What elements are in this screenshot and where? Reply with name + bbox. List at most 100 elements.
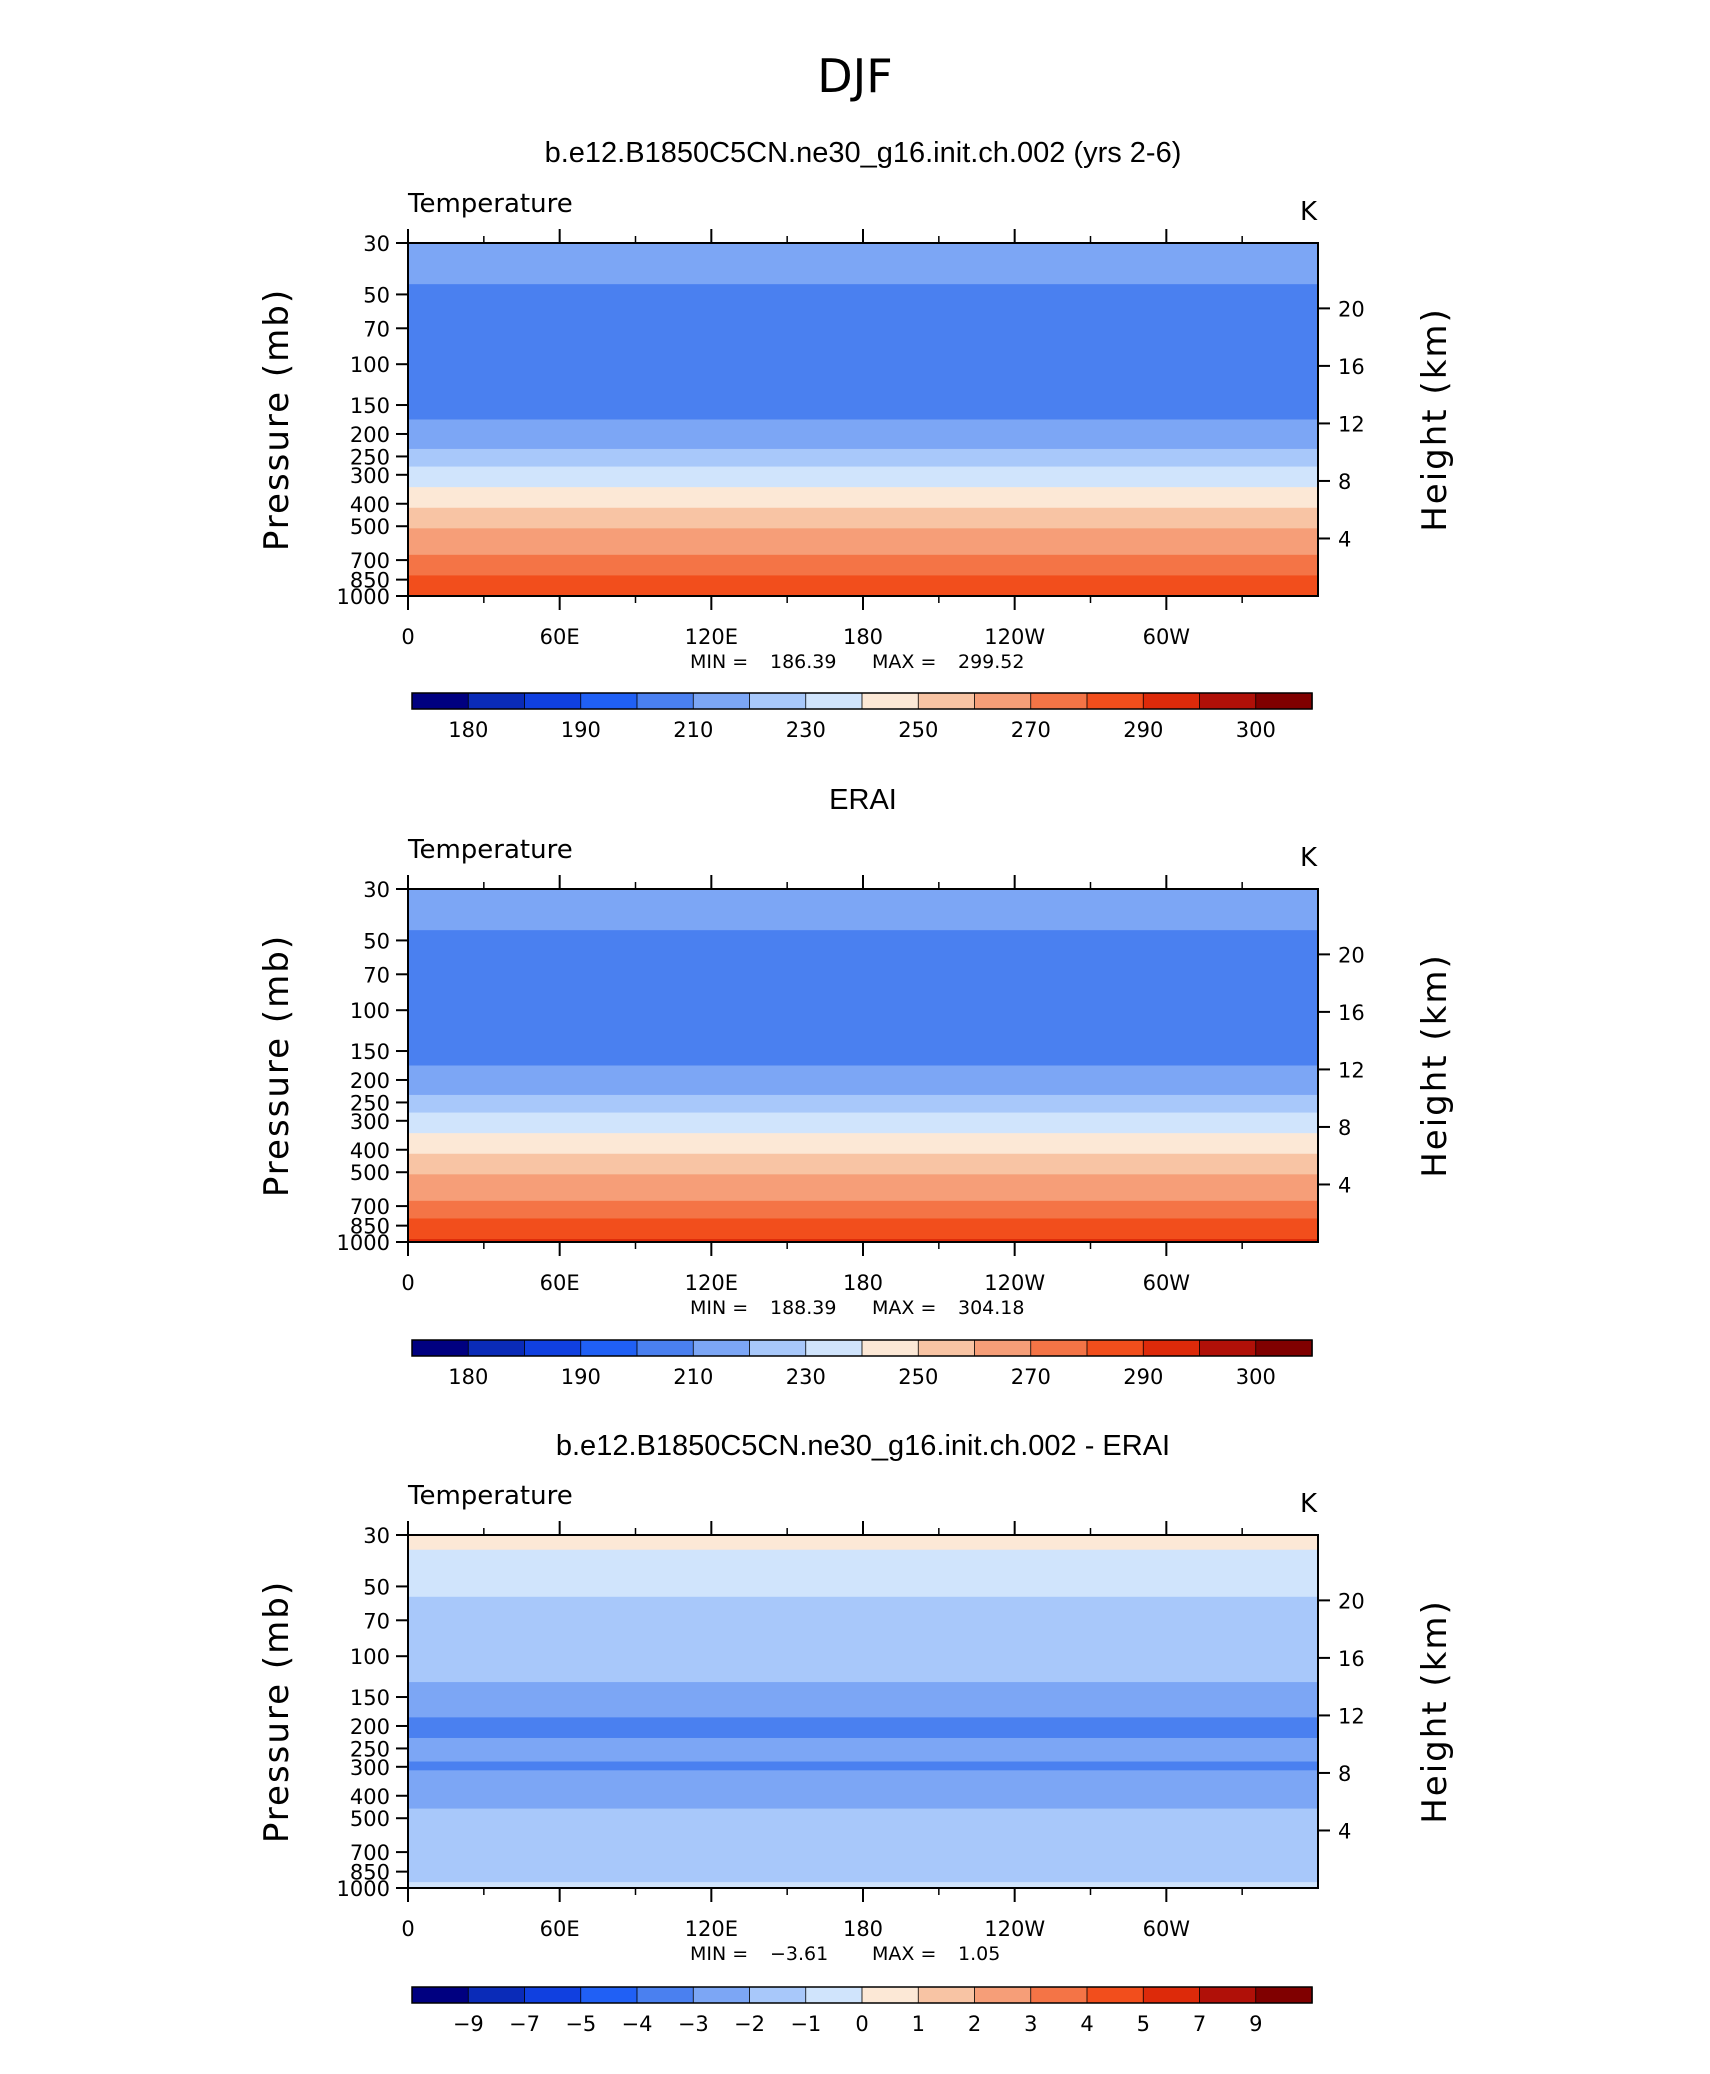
- lon-tick-label: 120W: [984, 1917, 1045, 1941]
- panel-title: b.e12.B1850C5CN.ne30_g16.init.ch.002 (yr…: [545, 137, 1182, 169]
- pressure-tick-label: 50: [363, 1575, 390, 1599]
- contour-band: [408, 266, 1318, 271]
- contour-band: [408, 575, 1318, 579]
- contour-band: [408, 1118, 1318, 1122]
- contour-band: [408, 1200, 1318, 1205]
- colorbar-label: −1: [790, 2012, 821, 2036]
- contour-band: [408, 997, 1318, 1002]
- contour-band: [408, 475, 1318, 479]
- contour-band: [408, 1879, 1318, 1883]
- colorbar-box: [749, 1339, 807, 1357]
- contour-band: [408, 484, 1318, 488]
- contour-band: [408, 551, 1318, 556]
- colorbar-label: 210: [673, 718, 713, 742]
- contour-band: [408, 272, 1318, 276]
- contour-band: [408, 325, 1318, 329]
- contour-band: [408, 1056, 1318, 1061]
- contour-band: [408, 319, 1318, 324]
- contour-band: [408, 395, 1318, 400]
- colorbar-box: [636, 692, 694, 710]
- pressure-tick-label: 250: [350, 445, 390, 469]
- pressure-tick-label: 70: [363, 963, 390, 987]
- contour-band: [408, 531, 1318, 535]
- contour-band: [408, 1670, 1318, 1674]
- contour-band: [408, 1685, 1318, 1689]
- pressure-tick-label: 200: [350, 1715, 390, 1739]
- contour-band: [408, 1171, 1318, 1175]
- colorbar-label: 290: [1123, 1365, 1163, 1389]
- contour-band: [408, 1867, 1318, 1871]
- colorbar-box: [524, 1986, 582, 2004]
- contour-band: [408, 1561, 1318, 1566]
- contour-band: [408, 428, 1318, 432]
- contour-band: [408, 313, 1318, 318]
- contour-band: [408, 991, 1318, 996]
- contour-band: [408, 1168, 1318, 1172]
- contour-band: [408, 1189, 1318, 1193]
- min-value: −3.61: [770, 1943, 828, 1965]
- pressure-tick-label: 1000: [337, 585, 390, 609]
- pressure-tick-label: 850: [350, 1215, 390, 1239]
- contour-band: [408, 1708, 1318, 1713]
- contour-band: [408, 304, 1318, 309]
- contour-band: [408, 398, 1318, 403]
- colorbar-box: [974, 1339, 1032, 1357]
- contour-band: [408, 1227, 1318, 1231]
- colorbar-label: 5: [1137, 2012, 1150, 2036]
- contour-band: [408, 481, 1318, 485]
- contour-band: [408, 425, 1318, 429]
- contour-band: [408, 1602, 1318, 1607]
- lon-tick-label: 0: [401, 1271, 414, 1295]
- contour-band: [408, 915, 1318, 920]
- contour-band: [408, 977, 1318, 981]
- contour-band: [408, 1652, 1318, 1657]
- contour-band: [408, 1796, 1318, 1801]
- contour-band: [408, 912, 1318, 917]
- contour-band: [408, 1885, 1318, 1889]
- contour-band: [408, 1835, 1318, 1839]
- contour-band: [408, 1826, 1318, 1830]
- lon-tick-label: 60E: [540, 625, 580, 649]
- contour-band: [408, 1823, 1318, 1827]
- contour-band: [408, 422, 1318, 426]
- contour-band: [408, 1632, 1318, 1636]
- colorbar-label: 180: [448, 718, 488, 742]
- lon-tick-label: 60E: [540, 1917, 580, 1941]
- colorbar-frame: [411, 1339, 1313, 1357]
- contour-band: [408, 1177, 1318, 1181]
- pressure-tick-label: 300: [350, 1756, 390, 1780]
- colorbar-label: 230: [786, 718, 826, 742]
- colorbar-box: [1142, 692, 1201, 710]
- contour-band: [408, 284, 1318, 288]
- contour-band: [408, 451, 1318, 456]
- colorbar-box: [1030, 1339, 1088, 1357]
- min-value: 188.39: [770, 1297, 836, 1319]
- colorbar-label: 270: [1011, 1365, 1051, 1389]
- contour-band: [408, 1637, 1318, 1642]
- colorbar-box: [1255, 1339, 1313, 1357]
- colorbar-box: [524, 692, 582, 710]
- contour-band: [408, 254, 1318, 259]
- contour-band: [408, 537, 1318, 541]
- contour-band: [408, 1717, 1318, 1721]
- contour-band: [408, 1041, 1318, 1046]
- contour-band: [408, 1018, 1318, 1022]
- contour-band: [408, 1764, 1318, 1768]
- colorbar-box: [749, 692, 807, 710]
- lon-tick-label: 60E: [540, 1271, 580, 1295]
- contour-band: [408, 495, 1318, 500]
- colorbar-box: [805, 1986, 863, 2004]
- contour-band: [408, 1183, 1318, 1187]
- contour-band: [408, 328, 1318, 332]
- contour-band: [408, 1206, 1318, 1211]
- contour-band: [408, 534, 1318, 538]
- min-label: MIN =: [690, 651, 748, 673]
- pressure-tick-label: 1000: [337, 1877, 390, 1901]
- lon-tick-label: 180: [843, 1917, 883, 1941]
- colorbar-label: 4: [1080, 2012, 1093, 2036]
- colorbar-box: [805, 692, 863, 710]
- contour-band: [408, 316, 1318, 321]
- contour-band: [408, 1661, 1318, 1666]
- contour-band: [408, 404, 1318, 409]
